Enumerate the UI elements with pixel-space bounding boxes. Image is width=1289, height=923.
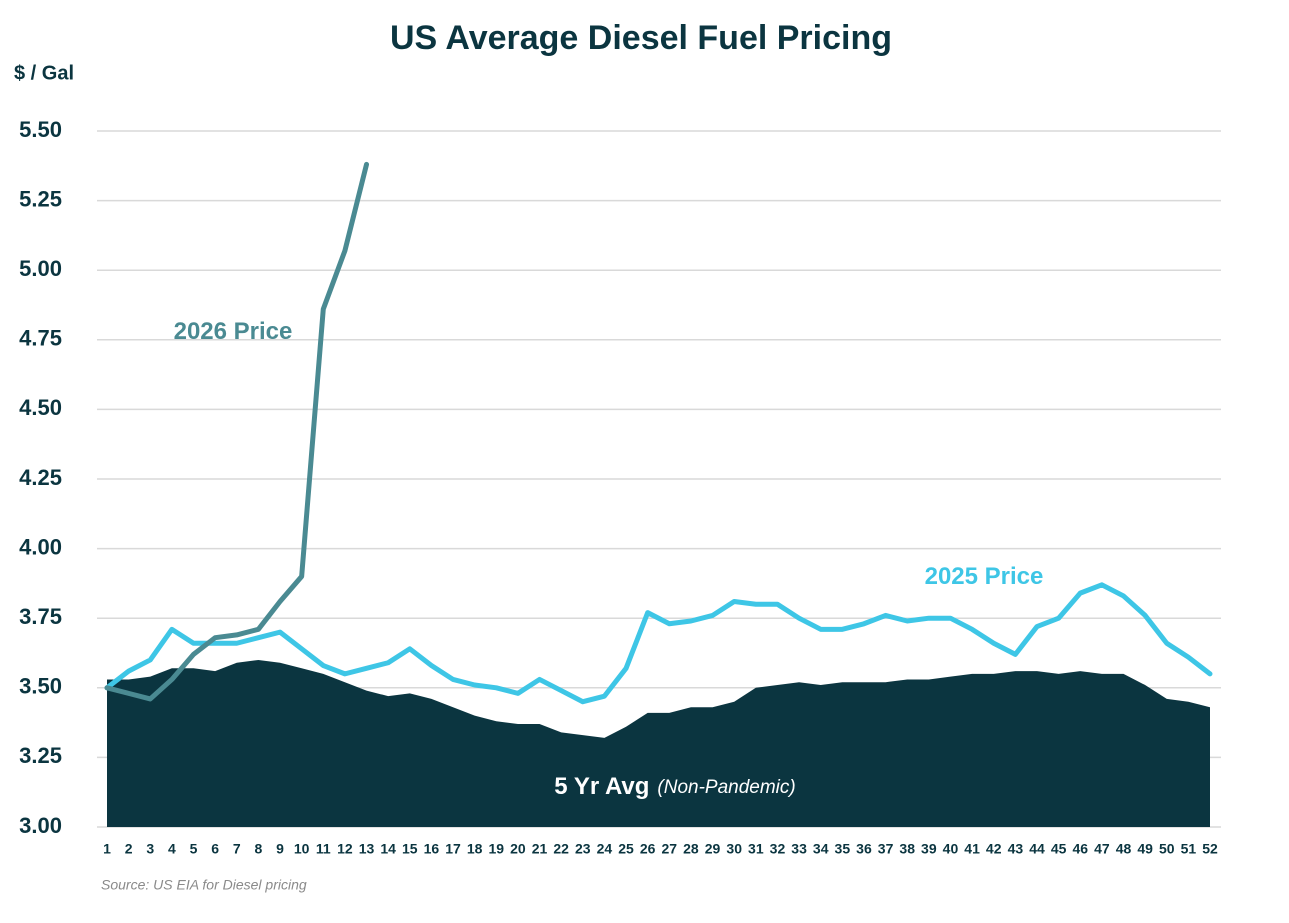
x-tick-label: 12 xyxy=(337,841,353,857)
x-tick-label: 46 xyxy=(1072,841,1088,857)
x-tick-label: 17 xyxy=(445,841,461,857)
y-tick-label: 4.50 xyxy=(19,395,62,420)
x-tick-label: 51 xyxy=(1181,841,1197,857)
series-note: (Non-Pandemic) xyxy=(657,777,795,798)
y-tick-label: 5.00 xyxy=(19,256,62,281)
x-tick-label: 24 xyxy=(597,841,613,857)
x-tick-label: 31 xyxy=(748,841,764,857)
x-tick-label: 4 xyxy=(168,841,176,857)
line xyxy=(104,161,370,702)
y-tick-label: 4.75 xyxy=(19,326,62,351)
y-tick-label: 3.75 xyxy=(19,604,62,629)
y-tick-label: 3.00 xyxy=(19,813,62,838)
chart-title: US Average Diesel Fuel Pricing xyxy=(390,19,892,57)
x-tick-label: 2 xyxy=(125,841,133,857)
x-tick-label: 48 xyxy=(1116,841,1132,857)
x-tick-label: 45 xyxy=(1051,841,1067,857)
x-tick-label: 21 xyxy=(532,841,548,857)
x-tick-label: 35 xyxy=(835,841,851,857)
x-tick-label: 19 xyxy=(489,841,505,857)
x-tick-label: 25 xyxy=(618,841,634,857)
x-tick-label: 20 xyxy=(510,841,526,857)
x-tick-label: 28 xyxy=(683,841,699,857)
x-tick-label: 43 xyxy=(1008,841,1024,857)
x-tick-label: 22 xyxy=(553,841,569,857)
y-tick-label: 5.50 xyxy=(19,117,62,142)
y-tick-label: 4.25 xyxy=(19,465,62,490)
x-tick-label: 34 xyxy=(813,841,829,857)
x-tick-label: 39 xyxy=(921,841,937,857)
x-tick-label: 29 xyxy=(705,841,721,857)
x-tick-label: 5 xyxy=(190,841,198,857)
x-tick-label: 37 xyxy=(878,841,894,857)
x-tick-label: 8 xyxy=(254,841,262,857)
x-tick-label: 7 xyxy=(233,841,241,857)
x-tick-label: 50 xyxy=(1159,841,1175,857)
x-tick-label: 15 xyxy=(402,841,418,857)
source-note: Source: US EIA for Diesel pricing xyxy=(101,877,307,893)
series-name: 2025 Price xyxy=(925,563,1044,590)
x-tick-label: 23 xyxy=(575,841,591,857)
x-tick-label: 9 xyxy=(276,841,284,857)
x-tick-label: 14 xyxy=(380,841,396,857)
y-tick-label: 4.00 xyxy=(19,534,62,559)
x-tick-label: 13 xyxy=(359,841,375,857)
series-name: 5 Yr Avg xyxy=(554,773,649,800)
area xyxy=(107,659,1210,827)
x-tick-label: 42 xyxy=(986,841,1002,857)
y-axis-label: $ / Gal xyxy=(14,62,74,84)
x-tick-label: 1 xyxy=(103,841,111,857)
x-tick-label: 33 xyxy=(791,841,807,857)
x-tick-label: 6 xyxy=(211,841,219,857)
x-tick-label: 18 xyxy=(467,841,483,857)
series-name: 2026 Price xyxy=(174,318,293,345)
x-tick-label: 27 xyxy=(662,841,678,857)
x-tick-label: 26 xyxy=(640,841,656,857)
series-label: 5 Yr Avg (Non-Pandemic) xyxy=(554,773,795,800)
x-tick-label: 47 xyxy=(1094,841,1110,857)
line xyxy=(104,582,1213,705)
x-tick-label: 36 xyxy=(856,841,872,857)
x-tick-label: 40 xyxy=(943,841,959,857)
y-tick-label: 5.25 xyxy=(19,186,62,211)
y-tick-label: 3.50 xyxy=(19,674,62,699)
x-tick-label: 30 xyxy=(726,841,742,857)
x-tick-label: 41 xyxy=(964,841,980,857)
x-tick-label: 44 xyxy=(1029,841,1045,857)
x-tick-label: 3 xyxy=(146,841,154,857)
y-tick-label: 3.25 xyxy=(19,743,62,768)
x-tick-label: 52 xyxy=(1202,841,1218,857)
x-tick-label: 49 xyxy=(1137,841,1153,857)
x-tick-label: 32 xyxy=(770,841,786,857)
x-tick-label: 10 xyxy=(294,841,310,857)
x-tick-label: 38 xyxy=(899,841,915,857)
series-label: 2025 Price xyxy=(925,563,1044,590)
x-tick-label: 11 xyxy=(316,841,331,857)
series-label: 2026 Price xyxy=(174,318,293,345)
x-tick-label: 16 xyxy=(424,841,440,857)
